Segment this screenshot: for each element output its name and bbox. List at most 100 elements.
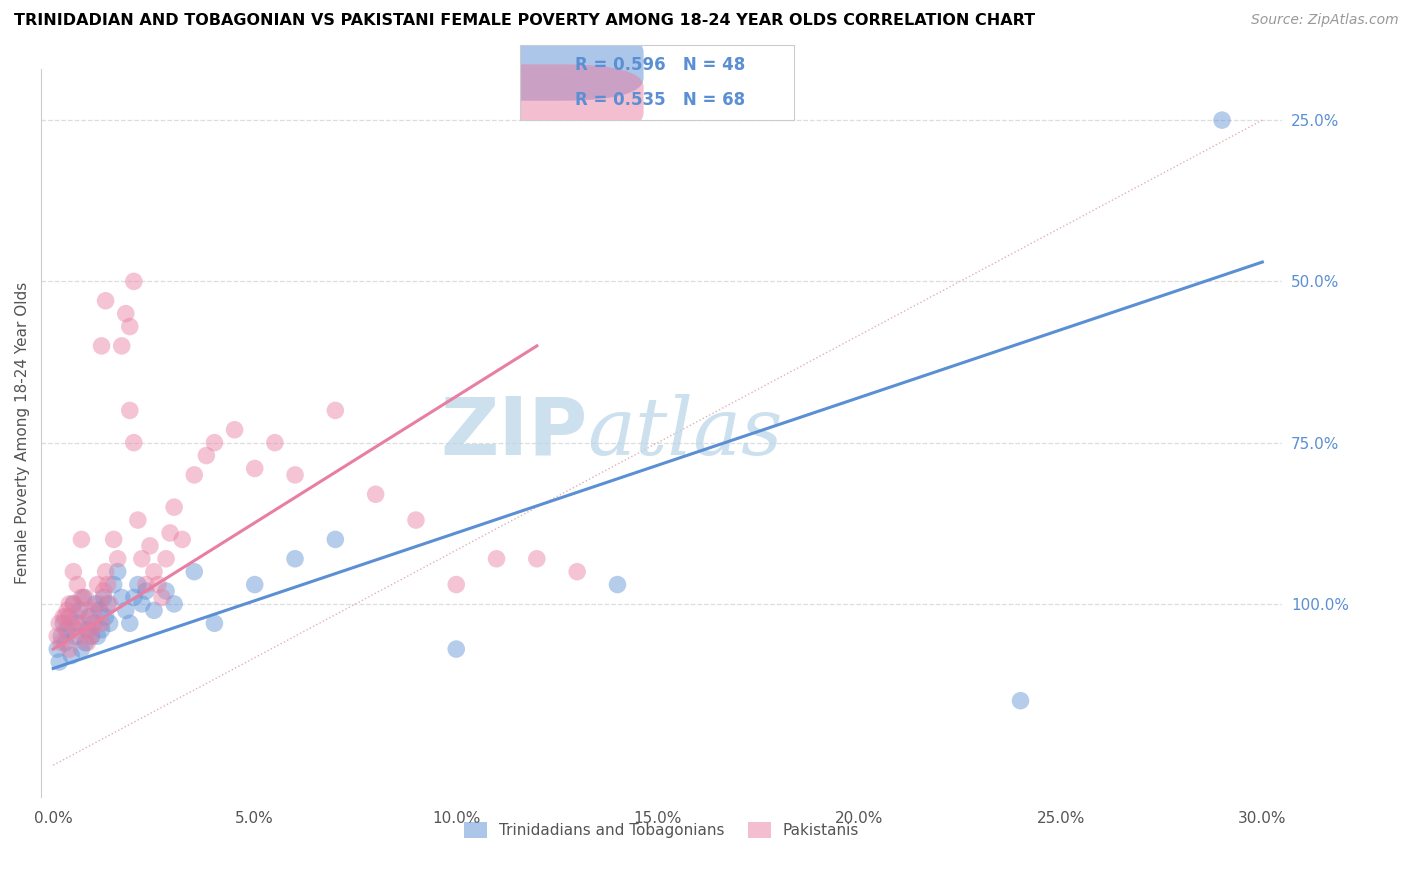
Point [122, 591, 145, 605]
Point [93, 591, 115, 605]
Point [111, 591, 134, 605]
Point [86, 577, 108, 591]
Point [48, 655, 70, 669]
Point [86, 629, 108, 643]
Point [405, 513, 427, 527]
Point [444, 642, 467, 657]
Point [526, 551, 548, 566]
Point [172, 533, 194, 547]
Point [62, 565, 84, 579]
Point [66, 577, 89, 591]
Point [80, 629, 103, 643]
Point [127, 513, 149, 527]
Point [284, 551, 307, 566]
Text: atlas: atlas [588, 394, 783, 472]
Point [243, 577, 266, 591]
Point [94, 293, 117, 308]
Point [127, 577, 149, 591]
Point [56, 623, 79, 637]
Point [122, 435, 145, 450]
FancyBboxPatch shape [446, 29, 644, 101]
Point [155, 584, 177, 599]
Point [111, 339, 134, 353]
Point [66, 616, 89, 631]
Point [146, 577, 169, 591]
Point [90, 616, 112, 631]
Point [143, 603, 166, 617]
Point [143, 565, 166, 579]
Point [60, 648, 83, 663]
Point [114, 307, 136, 321]
Point [98, 597, 121, 611]
Point [65, 623, 87, 637]
Text: TRINIDADIAN AND TOBAGONIAN VS PAKISTANI FEMALE POVERTY AMONG 18-24 YEAR OLDS COR: TRINIDADIAN AND TOBAGONIAN VS PAKISTANI … [14, 13, 1035, 29]
Point [264, 435, 287, 450]
Point [97, 597, 120, 611]
Point [62, 597, 84, 611]
FancyBboxPatch shape [446, 64, 644, 136]
Point [75, 635, 97, 649]
Point [135, 577, 157, 591]
Point [51, 635, 73, 649]
Point [53, 610, 76, 624]
Point [183, 565, 205, 579]
Point [93, 584, 115, 599]
Point [118, 319, 141, 334]
Point [118, 616, 141, 631]
Point [122, 274, 145, 288]
Text: Source: ZipAtlas.com: Source: ZipAtlas.com [1251, 13, 1399, 28]
Point [103, 577, 125, 591]
Text: R = 0.535   N = 68: R = 0.535 N = 68 [575, 91, 745, 109]
Point [325, 403, 347, 417]
Point [224, 423, 246, 437]
Point [76, 623, 98, 637]
Text: ZIP: ZIP [440, 394, 588, 472]
Point [325, 533, 347, 547]
Point [58, 597, 80, 611]
Point [243, 461, 266, 475]
Point [66, 610, 89, 624]
Point [65, 629, 87, 643]
Point [83, 603, 105, 617]
Point [89, 597, 111, 611]
Point [183, 467, 205, 482]
Point [79, 610, 101, 624]
Point [94, 610, 117, 624]
Point [46, 629, 69, 643]
Point [90, 623, 112, 637]
Point [53, 623, 76, 637]
Point [606, 577, 628, 591]
Point [204, 616, 226, 631]
Point [565, 565, 588, 579]
Point [58, 610, 80, 624]
Point [72, 616, 94, 631]
Point [70, 533, 93, 547]
Point [94, 565, 117, 579]
Point [195, 449, 218, 463]
Point [84, 616, 107, 631]
Point [98, 616, 121, 631]
Point [70, 591, 93, 605]
Point [159, 525, 181, 540]
Point [84, 597, 107, 611]
Point [70, 642, 93, 657]
Point [150, 591, 173, 605]
Point [364, 487, 387, 501]
Point [107, 551, 129, 566]
Point [60, 616, 83, 631]
Point [76, 635, 98, 649]
Point [1010, 694, 1032, 708]
Y-axis label: Female Poverty Among 18-24 Year Olds: Female Poverty Among 18-24 Year Olds [15, 282, 30, 584]
Text: R = 0.596   N = 48: R = 0.596 N = 48 [575, 56, 745, 74]
Point [72, 591, 94, 605]
Point [204, 435, 226, 450]
Point [75, 591, 97, 605]
Point [75, 603, 97, 617]
Point [83, 616, 105, 631]
Point [485, 551, 508, 566]
Point [67, 629, 90, 643]
Point [89, 603, 111, 617]
Point [131, 597, 153, 611]
Point [46, 642, 69, 657]
Point [163, 500, 186, 515]
